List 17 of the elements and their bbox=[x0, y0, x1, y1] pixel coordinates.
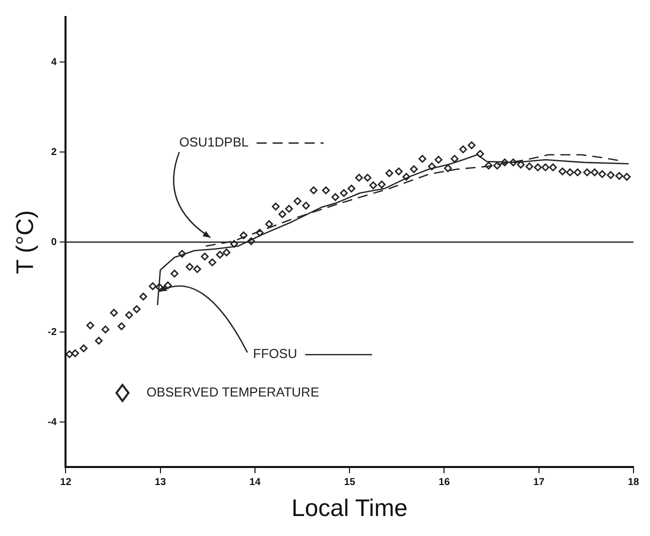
x-tick-label: 12 bbox=[60, 476, 72, 488]
x-tick-label: 15 bbox=[344, 476, 356, 488]
x-tick-label: 16 bbox=[438, 476, 450, 488]
y-tick-label: -2 bbox=[48, 326, 58, 338]
legend-label: OBSERVED TEMPERATURE bbox=[146, 384, 320, 400]
text: FFOSU bbox=[253, 346, 298, 362]
text: OSU1DPBL bbox=[179, 134, 249, 150]
x-tick-label: 14 bbox=[249, 476, 261, 488]
y-tick-label: -4 bbox=[48, 416, 58, 428]
y-tick-label: 0 bbox=[51, 236, 58, 248]
x-tick-label: 13 bbox=[154, 476, 166, 488]
y-axis-title: T (°C) bbox=[12, 210, 40, 274]
y-tick-label: 4 bbox=[51, 56, 58, 68]
y-tick-label: 2 bbox=[51, 146, 58, 158]
x-tick-label: 18 bbox=[628, 476, 640, 488]
x-tick-label: 17 bbox=[533, 476, 545, 488]
x-axis-title: Local Time bbox=[292, 495, 408, 522]
